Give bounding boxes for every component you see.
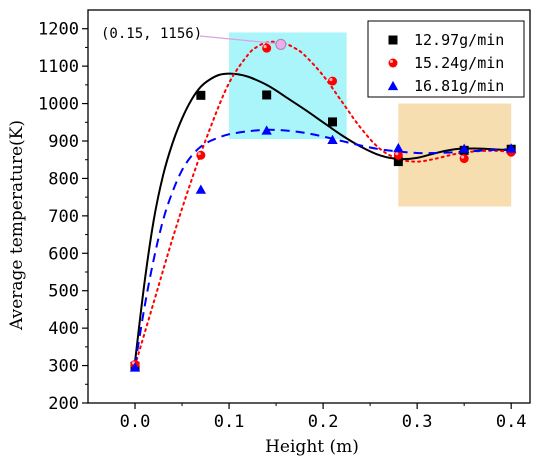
y-tick-label: 900 (48, 132, 79, 152)
point-series-2-6 (459, 154, 469, 164)
x-tick-label: 0.3 (402, 412, 433, 432)
annotation: (0.15, 1156) (101, 26, 287, 50)
point-series-3-7 (506, 143, 517, 153)
y-tick-label: 200 (48, 394, 79, 414)
legend-marker-series-2-highlight (389, 59, 393, 63)
point-series-1-3 (262, 90, 272, 100)
y-tick-label: 500 (48, 282, 79, 302)
y-tick-label: 1100 (38, 57, 79, 77)
point-series-1-5 (393, 157, 403, 167)
legend-marker-series-1 (388, 35, 398, 45)
point-series-3-4 (327, 134, 338, 145)
point-series-2-4 (328, 76, 338, 86)
annotation-arrow (199, 35, 276, 45)
legend-marker-series-3 (387, 80, 399, 91)
fit-curve-series-1 (134, 72, 512, 362)
y-tick-label: 600 (48, 244, 79, 264)
legend-label-series-3: 16.81g/min (414, 77, 504, 95)
x-axis-title: Height (m) (265, 437, 359, 457)
point-series-2-4-highlight (329, 77, 333, 82)
point-series-3-2 (195, 184, 207, 194)
y-tick-label: 400 (48, 319, 79, 339)
point-series-2-6-fill (459, 154, 469, 164)
point-series-2-3 (262, 43, 272, 53)
point-series-1-4 (328, 117, 338, 127)
y-tick-label: 800 (48, 169, 79, 189)
legend-marker-series-2-fill (388, 58, 398, 68)
point-series-2-2 (196, 150, 206, 160)
fit-curves (134, 40, 513, 367)
point-series-2-3-fill (262, 43, 272, 53)
y-tick-label: 1200 (38, 20, 79, 40)
point-series-2-5 (393, 150, 403, 160)
plot-frame (87, 9, 531, 404)
y-axis-ticks: 200 300 400 500 600 700 800 900 1000 1100 1200 (38, 20, 88, 414)
legend: 12.97g/min 15.24g/min 16.81g/min (367, 20, 525, 98)
y-tick-label: 700 (48, 207, 79, 227)
point-series-2-5-highlight (395, 152, 399, 156)
point-series-3-6 (458, 143, 470, 153)
x-tick-label: 0.1 (214, 412, 245, 432)
legend-label-series-2: 15.24g/min (414, 54, 504, 72)
point-series-2-3-highlight (263, 45, 267, 49)
point-series-1-2 (196, 90, 206, 100)
fit-curve-series-2 (134, 40, 513, 367)
x-axis-ticks: 0.0 0.1 0.2 0.3 0.4 (120, 403, 527, 432)
x-tick-label: 0.2 (308, 412, 339, 432)
data-points (129, 43, 517, 372)
x-tick-label: 0.4 (496, 412, 527, 432)
legend-marker-series-2 (388, 58, 398, 68)
y-tick-label: 1000 (38, 95, 79, 115)
y-tick-label: 300 (48, 357, 79, 377)
point-series-3-3 (261, 125, 272, 135)
annotation-marker (275, 38, 287, 50)
fit-curve-series-3 (134, 128, 512, 366)
annotation-label: (0.15, 1156) (101, 26, 202, 42)
y-axis-title: Average temperature(K) (7, 120, 27, 331)
point-series-3-5 (393, 142, 404, 153)
legend-label-series-1: 12.97g/min (414, 31, 504, 49)
point-series-3-1 (129, 362, 141, 372)
point-series-2-6-highlight (461, 155, 465, 159)
point-series-2-4-fill (328, 76, 338, 86)
x-tick-label: 0.0 (120, 412, 151, 432)
highlight-region-1 (229, 32, 347, 140)
point-series-2-1-highlight (131, 361, 136, 365)
point-series-2-2-fill (196, 150, 206, 160)
point-series-2-2-highlight (197, 152, 201, 156)
